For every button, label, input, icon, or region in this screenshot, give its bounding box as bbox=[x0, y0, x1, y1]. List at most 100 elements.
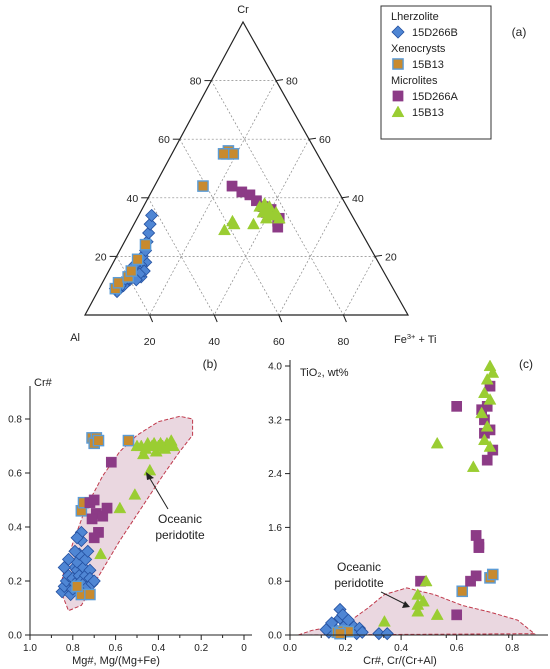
data-point-microlite_b bbox=[166, 439, 180, 452]
x-tick-label: 0.4 bbox=[394, 643, 408, 654]
mg-cr-panel: 0.0 0.2 0.4 0.6 0.8 1.0 0.8 0.6 0.4 0.2 0 Cr# Mg#,… bbox=[8, 357, 252, 667]
ternary-point-microlite_b bbox=[272, 211, 286, 224]
ternary-point-xenocryst bbox=[139, 238, 152, 251]
x-tick-label: 1.0 bbox=[23, 643, 37, 654]
vertex-label-fe-superscript: 3+ bbox=[407, 332, 416, 341]
x-tick-label: 0 bbox=[241, 643, 247, 654]
x-tick-label: 0.2 bbox=[194, 643, 208, 654]
data-point-microlite_b bbox=[483, 440, 497, 452]
ternary-tick-label-left: 80 bbox=[190, 76, 202, 88]
x-tick-label: 0.4 bbox=[151, 643, 165, 654]
ternary-tick-label-left: 60 bbox=[158, 134, 170, 146]
legend-group-title: Xenocrysts bbox=[391, 43, 446, 55]
panel-c-field-arrowhead bbox=[402, 601, 410, 608]
vertex-label-fe-ti: Fe3+ + Ti bbox=[394, 332, 437, 346]
panel-b-points bbox=[55, 432, 180, 602]
cr-tio2-panel: 0.0 0.8 1.6 2.4 3.2 4.0 0.0 0.2 0.4 0.6 0.8 TiO₂, … bbox=[268, 357, 548, 667]
data-point-microlite_b bbox=[94, 547, 108, 560]
data-point-microlite_a bbox=[465, 575, 476, 587]
ternary-point-lherzolite bbox=[143, 217, 157, 231]
panel-c-y-label: TiO₂, wt% bbox=[300, 367, 349, 379]
ternary-tick-label-bottom: 40 bbox=[208, 336, 220, 348]
ternary-point-microlite_a bbox=[272, 221, 284, 233]
ternary-tick-label-right: 40 bbox=[352, 193, 364, 205]
ternary-gridline-al bbox=[147, 197, 215, 316]
vertex-label-ti: + Ti bbox=[415, 334, 436, 346]
data-point-microlite_b bbox=[430, 608, 444, 620]
y-tick-label: 4.0 bbox=[268, 362, 282, 373]
panel-label-c: (c) bbox=[519, 357, 533, 371]
legend-group-title: Lherzolite bbox=[391, 11, 439, 23]
ternary-tick-right bbox=[275, 79, 284, 82]
x-tick-label: 0.6 bbox=[450, 643, 464, 654]
ternary-ticks bbox=[109, 79, 383, 323]
data-point-microlite_a bbox=[88, 494, 100, 506]
ternary-tick-bottom bbox=[342, 314, 347, 323]
data-point-microlite_a bbox=[473, 542, 485, 553]
data-point-lherzolite bbox=[87, 574, 101, 588]
ternary-point-xenocryst bbox=[125, 265, 138, 277]
ternary-point-xenocryst bbox=[227, 148, 240, 160]
ternary-gridline-fe bbox=[343, 256, 376, 316]
y-tick-label: 0.0 bbox=[8, 631, 22, 642]
panel-b-y-label: Cr# bbox=[34, 377, 53, 389]
panel-b-field-arrowhead bbox=[146, 472, 154, 480]
data-point-microlite_a bbox=[451, 401, 463, 412]
data-point-microlite_b bbox=[136, 447, 150, 460]
y-tick-label: 3.2 bbox=[268, 415, 282, 426]
ternary-tick-right bbox=[308, 137, 317, 140]
y-tick-label: 0.4 bbox=[8, 523, 22, 534]
ternary-point-microlite_a bbox=[226, 180, 238, 192]
vertex-label-al: Al bbox=[70, 332, 80, 344]
ternary-gridlines bbox=[116, 80, 376, 316]
panel-b-field-arrow bbox=[148, 476, 169, 510]
ternary-tick-bottom bbox=[149, 314, 154, 323]
y-tick-label: 0.2 bbox=[8, 577, 22, 588]
legend-entry-label: 15B13 bbox=[412, 59, 444, 71]
y-tick-label: 0.8 bbox=[268, 577, 282, 588]
ternary-tick-labels: 20 40 60 80 80 60 40 20 20 40 60 80 bbox=[95, 76, 397, 348]
panel-b-axes: 0.0 0.2 0.4 0.6 0.8 1.0 0.8 0.6 0.4 0.2 0 bbox=[8, 386, 252, 654]
ternary-tick-bottom bbox=[213, 314, 218, 323]
data-point-microlite_a bbox=[105, 456, 117, 468]
legend-group-title: Microlites bbox=[391, 75, 438, 87]
data-point-microlite_b bbox=[475, 406, 489, 419]
x-tick-label: 0.0 bbox=[283, 643, 297, 654]
data-point-microlite_b bbox=[483, 393, 497, 405]
ternary-point-microlite_b bbox=[218, 223, 231, 236]
panel-c-field-arrow bbox=[380, 591, 406, 605]
legend-marker-microlite_a bbox=[392, 90, 404, 102]
ternary-tick-label-left: 20 bbox=[95, 251, 107, 263]
legend-marker-lherzolite bbox=[391, 25, 405, 39]
data-point-microlite_a bbox=[101, 502, 113, 514]
data-point-microlite_b bbox=[411, 604, 425, 617]
data-point-xenocryst bbox=[71, 580, 83, 593]
panel-b-field-label-line1: Oceanic bbox=[158, 512, 202, 526]
legend-marker-xenocryst bbox=[392, 58, 404, 70]
data-point-microlite_b bbox=[486, 366, 500, 378]
x-tick-label: 0.8 bbox=[505, 643, 519, 654]
data-point-microlite_b bbox=[478, 433, 491, 446]
ternary-tick-label-right: 60 bbox=[319, 134, 331, 146]
ternary-tick-label-right: 20 bbox=[385, 251, 397, 263]
x-tick-label: 0.6 bbox=[109, 643, 123, 654]
ternary-point-microlite_b bbox=[227, 217, 241, 230]
data-point-microlite_a bbox=[88, 532, 100, 544]
ternary-point-xenocryst bbox=[112, 276, 125, 289]
panel-c-x-label: Cr#, Cr/(Cr+Al) bbox=[363, 655, 437, 667]
ternary-tick-right bbox=[341, 196, 350, 199]
legend-entry-label: 15D266A bbox=[412, 91, 459, 103]
panel-c-axes: 0.0 0.8 1.6 2.4 3.2 4.0 0.0 0.2 0.4 0.6 0.8 bbox=[268, 360, 548, 654]
data-point-lherzolite bbox=[81, 544, 95, 558]
data-point-microlite_b bbox=[478, 386, 491, 398]
ternary-frame bbox=[83, 20, 410, 316]
panel-label-b: (b) bbox=[203, 357, 218, 371]
ternary-point-xenocryst bbox=[197, 180, 209, 192]
data-point-microlite_b bbox=[378, 615, 391, 627]
ternary-points bbox=[108, 145, 286, 299]
ternary-tick-label-bottom: 20 bbox=[144, 336, 156, 348]
panel-label-a: (a) bbox=[512, 25, 527, 39]
ternary-point-microlite_a bbox=[251, 195, 262, 207]
panel-c-field-label-line2: peridotite bbox=[334, 576, 384, 590]
